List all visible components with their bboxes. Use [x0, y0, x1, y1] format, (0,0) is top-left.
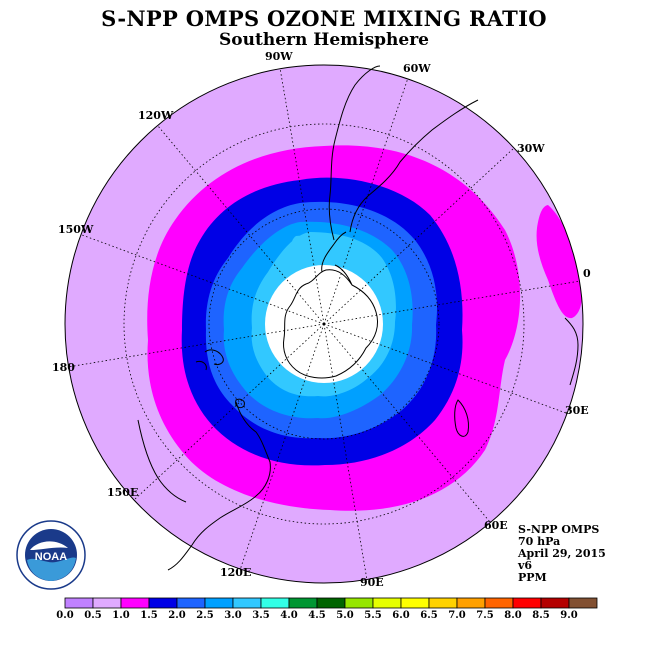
colorbar-tick-label: 3.0 [224, 610, 241, 621]
lon-label-120w: 120W [138, 109, 174, 122]
lon-label-120e: 120E [220, 566, 251, 579]
coast-africa [564, 317, 579, 386]
colorbar-tick-label: 1.0 [112, 610, 129, 621]
info-pressure: 70 hPa [518, 535, 561, 548]
contour-1-0-east [536, 205, 583, 319]
page-title: S-NPP OMPS OZONE MIXING RATIO [101, 6, 547, 31]
page-subtitle: Southern Hemisphere [219, 30, 429, 50]
colorbar-swatch [568, 597, 598, 609]
colorbar-tick-label: 8.0 [504, 610, 521, 621]
colorbar-swatch [400, 597, 430, 609]
info-version: v6 [518, 559, 533, 572]
info-instrument: S-NPP OMPS [518, 523, 600, 536]
colorbar-swatch [372, 597, 402, 609]
lon-label-0: 0 [583, 267, 591, 280]
lon-label-150e: 150E [107, 486, 138, 499]
colorbar-swatch [232, 597, 262, 609]
colorbar-swatch [512, 597, 542, 609]
colorbar-swatch [204, 597, 234, 609]
map-disc-outline [64, 64, 584, 584]
lon-label-60e: 60E [484, 519, 508, 532]
colorbar-tick-label: 6.0 [392, 610, 409, 621]
coast-south-america-east [349, 99, 479, 233]
colorbar-swatch [260, 597, 290, 609]
noaa-logo-text: NOAA [35, 551, 67, 563]
colorbar-tick-label: 5.0 [336, 610, 353, 621]
lon-label-90e: 90E [360, 576, 384, 589]
lon-label-60w: 60W [403, 62, 431, 75]
noaa-logo: NOAA [16, 520, 86, 590]
colorbar-tick-label: 5.5 [364, 610, 381, 621]
coast-australia [167, 401, 271, 571]
colorbar-tick-label: 6.5 [420, 610, 437, 621]
colorbar-swatch [428, 597, 458, 609]
colorbar-swatch [456, 597, 486, 609]
colorbar-swatch [316, 597, 346, 609]
coast-madagascar [454, 399, 469, 437]
lon-label-30e: 30E [565, 404, 589, 417]
colorbar-tick-label: 2.0 [168, 610, 185, 621]
coast-peninsula [321, 231, 347, 273]
colorbar-tick-label: 8.5 [532, 610, 549, 621]
colorbar-swatch [484, 597, 514, 609]
colorbar-tick-label: 1.5 [140, 610, 157, 621]
contour-3-0-spot [291, 235, 313, 262]
graticule [67, 67, 581, 581]
colorbar-tick-label: 7.5 [476, 610, 493, 621]
coast-antarctica [283, 264, 379, 379]
coast-south-america [328, 65, 381, 241]
colorbar: 0.0 0.5 1.0 1.5 2.0 2.5 3.0 3.5 4.0 4.5 5.0 5.5 6.0 6… [56, 597, 598, 621]
info-date: April 29, 2015 [518, 547, 606, 560]
colorbar-tick-label: 9.0 [560, 610, 577, 621]
colorbar-tick-label: 4.0 [280, 610, 297, 621]
colorbar-swatch [540, 597, 570, 609]
colorbar-swatch [148, 597, 178, 609]
colorbar-tick-label: 4.5 [308, 610, 325, 621]
info-units: PPM [518, 571, 547, 584]
colorbar-tick-label: 7.0 [448, 610, 465, 621]
colorbar-swatch [64, 597, 94, 609]
colorbar-swatch [344, 597, 374, 609]
south-pole-marker [322, 322, 326, 326]
colorbar-swatch [176, 597, 206, 609]
colorbar-tick-label: 2.5 [196, 610, 213, 621]
lon-label-90w: 90W [265, 50, 293, 63]
coast-new-zealand [195, 349, 224, 371]
lon-label-180: 180 [52, 361, 75, 374]
lon-label-30w: 30W [517, 142, 545, 155]
colorbar-tick-label: 3.5 [252, 610, 269, 621]
colorbar-swatch [92, 597, 122, 609]
colorbar-tick-label: 0.5 [84, 610, 101, 621]
colorbar-swatch [120, 597, 150, 609]
coast-australia-west [137, 419, 187, 503]
colorbar-swatch [288, 597, 318, 609]
colorbar-tick-label: 0.0 [56, 610, 73, 621]
lon-label-150w: 150W [58, 223, 94, 236]
coast-tasmania [235, 398, 245, 409]
